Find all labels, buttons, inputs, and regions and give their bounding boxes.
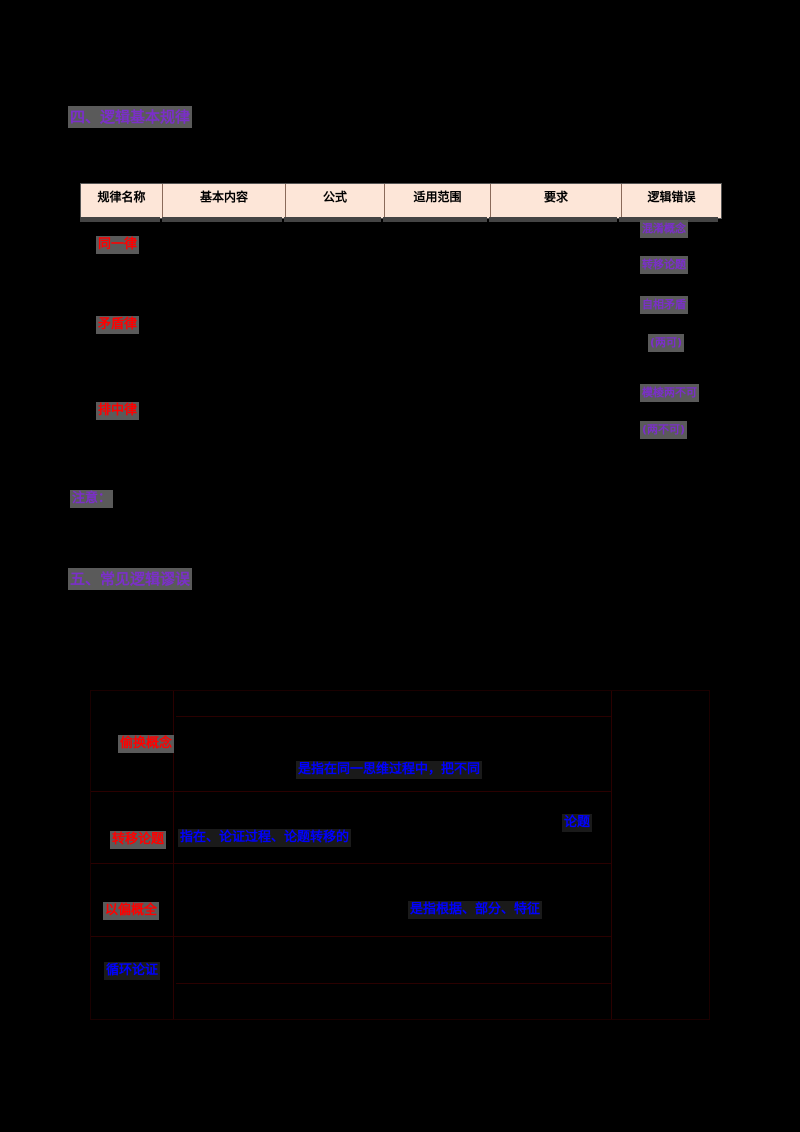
fallacy-label-3: 以偏概全 <box>103 902 160 920</box>
law-contradiction: 矛盾律 <box>96 316 140 334</box>
fallacy-label-4: 循环论证 <box>104 962 161 980</box>
fallacies-table <box>90 690 710 1020</box>
fallacy-label-1: 偷换概念 <box>118 735 175 753</box>
error-4: (两可) <box>648 334 685 352</box>
header-requirement: 要求 <box>491 184 622 218</box>
error-5: 模棱两不可 <box>640 384 699 402</box>
fallacy-highlight-3: 是指根据、部分、特征 <box>408 901 543 919</box>
section-title-logic-laws: 四、逻辑基本规律 <box>68 106 193 128</box>
error-6: (两不可) <box>640 421 688 439</box>
fallacy-extra-2: 论题 <box>562 814 593 832</box>
section-title-fallacies: 五、常见逻辑谬误 <box>68 568 193 590</box>
header-law-name: 规律名称 <box>81 184 163 218</box>
table-underline-row <box>80 217 720 223</box>
note-label: 注意： <box>70 490 114 508</box>
fallacy-label-2: 转移论题 <box>110 831 167 849</box>
header-logic-error: 逻辑错误 <box>622 184 721 218</box>
law-identity: 同一律 <box>96 236 140 254</box>
error-3: 自相矛盾 <box>640 296 688 314</box>
error-1: 混淆概念 <box>640 220 688 238</box>
error-2: 转移论题 <box>640 256 688 274</box>
header-content: 基本内容 <box>163 184 286 218</box>
logic-laws-table-header: 规律名称 基本内容 公式 适用范围 要求 逻辑错误 <box>80 183 722 219</box>
header-scope: 适用范围 <box>385 184 491 218</box>
fallacy-highlight-2: 指在、论证过程、论题转移的 <box>178 829 352 847</box>
fallacy-highlight-1: 是指在同一思维过程中，把不同 <box>296 761 483 779</box>
law-excluded-middle: 排中律 <box>96 402 140 420</box>
header-formula: 公式 <box>286 184 385 218</box>
